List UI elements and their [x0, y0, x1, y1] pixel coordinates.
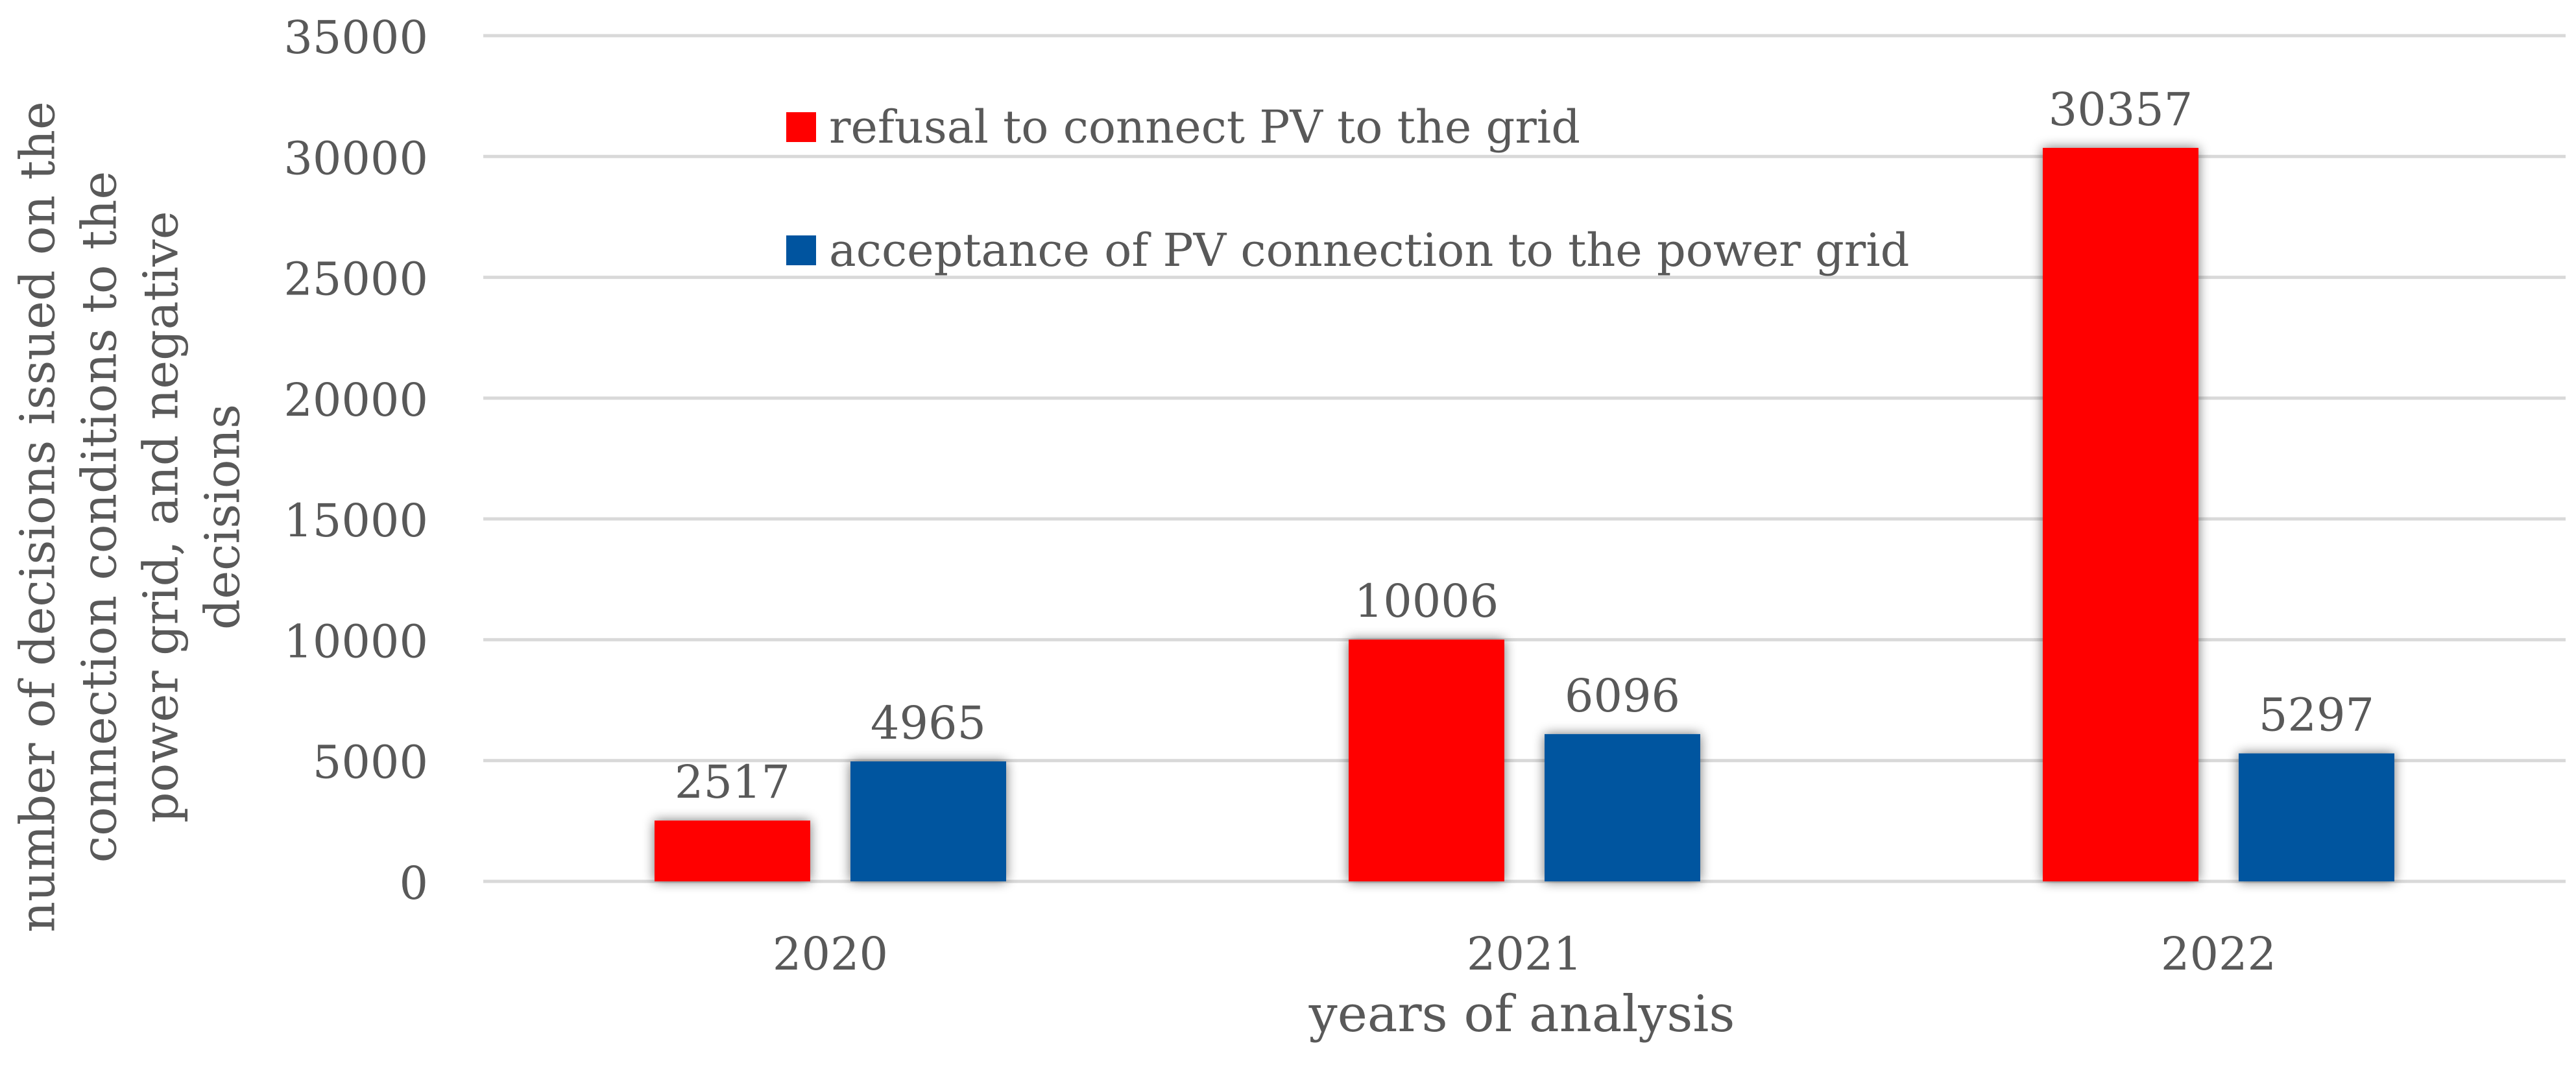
y-tick-label: 25000 [283, 253, 428, 306]
bar [1349, 639, 1504, 881]
y-axis-title-line: number of decisions issued on the [10, 101, 66, 933]
data-label: 5297 [2259, 689, 2374, 742]
y-tick-label: 15000 [283, 494, 428, 547]
bar [2043, 147, 2198, 882]
x-tick-label: 2020 [773, 927, 888, 981]
x-axis-title: years of analysis [1308, 985, 1735, 1044]
y-tick-label: 10000 [283, 615, 428, 668]
data-labels: 2517 4965 10006 6096 30357 5297 [675, 83, 2374, 809]
y-axis-title-line: power grid, and negative [134, 211, 189, 822]
y-tick-label: 20000 [283, 374, 428, 427]
data-label: 10006 [1354, 575, 1499, 628]
bar [655, 820, 810, 881]
data-label: 2517 [675, 756, 790, 809]
bars [655, 147, 2394, 882]
legend-label: acceptance of PV connection to the power… [829, 224, 1909, 277]
bar [1545, 734, 1700, 881]
x-tick-label: 2022 [2161, 927, 2276, 981]
y-tick-label: 30000 [283, 132, 428, 185]
data-label: 4965 [871, 697, 986, 750]
y-tick-label: 35000 [283, 11, 428, 64]
legend-label: refusal to connect PV to the grid [829, 101, 1580, 154]
data-label: 30357 [2049, 83, 2193, 136]
x-tick-label: 2021 [1467, 927, 1582, 981]
gridlines [483, 34, 2566, 883]
y-axis-title-line: decisions [195, 404, 251, 630]
bar [850, 761, 1006, 881]
y-axis-title-line: connection conditions to the [72, 171, 128, 863]
legend-swatch [786, 235, 816, 265]
bar [2239, 753, 2394, 881]
y-tick-label: 5000 [313, 736, 428, 789]
y-axis-title: number of decisions issued on the connect… [10, 101, 251, 933]
legend-swatch [786, 112, 816, 142]
x-axis-ticks: 2020 2021 2022 [773, 927, 2276, 981]
y-axis-ticks: 0 5000 10000 15000 20000 25000 30000 35000 [283, 11, 428, 910]
y-tick-label: 0 [399, 857, 428, 910]
legend: refusal to connect PV to the grid accepta… [786, 101, 1909, 277]
data-label: 6096 [1565, 669, 1680, 722]
